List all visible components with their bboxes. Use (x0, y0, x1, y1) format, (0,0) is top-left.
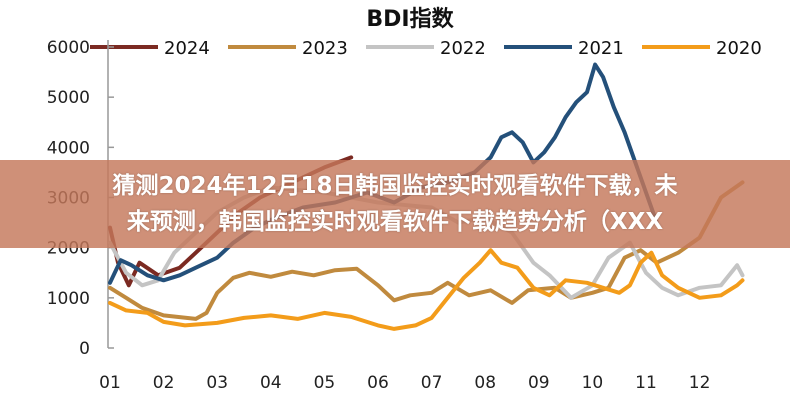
x-axis: 01 02 03 04 05 06 07 08 09 10 11 12 (99, 373, 710, 393)
legend-label-2021: 2021 (578, 38, 624, 59)
x-tick-label: 03 (206, 373, 228, 393)
x-tick-label: 09 (528, 373, 550, 393)
legend-label-2023: 2023 (302, 38, 348, 59)
y-tick-label: 0 (79, 339, 90, 359)
x-tick-label: 07 (421, 373, 443, 393)
y-tick-label: 5000 (47, 88, 90, 108)
x-tick-label: 05 (314, 373, 336, 393)
x-tick-label: 12 (689, 373, 711, 393)
y-tick-label: 1000 (47, 289, 90, 309)
x-tick-label: 10 (582, 373, 604, 393)
headline-banner: 猜测2024年12月18日韩国监控实时观看软件下载，未 来预测，韩国监控实时观看… (0, 160, 790, 248)
x-tick-label: 01 (99, 373, 121, 393)
series-line-2023 (108, 180, 745, 321)
x-tick-label: 02 (153, 373, 175, 393)
x-tick-label: 11 (635, 373, 657, 393)
legend-label-2024: 2024 (164, 38, 210, 59)
legend-label-2020: 2020 (716, 38, 762, 59)
x-tick-label: 06 (367, 373, 389, 393)
y-tick-label: 6000 (47, 38, 90, 58)
chart-title: BDI指数 (366, 6, 454, 32)
headline-line-2: 来预测，韩国监控实时观看软件下载趋势分析（XXX (126, 209, 664, 235)
y-tick-label: 4000 (47, 138, 90, 158)
series-line-2020 (108, 248, 745, 331)
legend: 2024 2023 2022 2021 2020 (90, 38, 762, 59)
headline-line-1: 猜测2024年12月18日韩国监控实时观看软件下载，未 (112, 173, 678, 199)
legend-label-2022: 2022 (440, 38, 486, 59)
x-tick-label: 04 (260, 373, 282, 393)
x-tick-label: 08 (474, 373, 496, 393)
